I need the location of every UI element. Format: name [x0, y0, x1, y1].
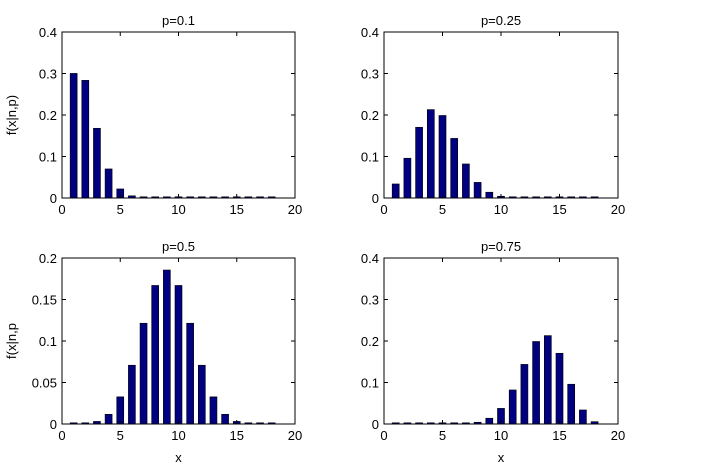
bar: [543, 335, 552, 425]
y-tick-label: 0.15: [32, 293, 57, 308]
y-tick-label: 0.3: [361, 67, 379, 82]
bar: [485, 191, 494, 199]
y-tick-label: 0.3: [361, 293, 379, 308]
bar: [198, 364, 206, 425]
bar: [485, 417, 494, 425]
bar: [116, 396, 125, 425]
bar: [532, 341, 540, 425]
x-tick-label: 10: [494, 202, 508, 217]
plot-area: [384, 258, 618, 424]
x-tick-label: 15: [552, 428, 566, 443]
y-axis-label: f(x|n,p: [4, 323, 19, 359]
bar: [438, 115, 447, 199]
y-tick-label: 0.4: [39, 25, 57, 40]
subplot-title: p=0.75: [481, 239, 521, 254]
bar: [139, 322, 148, 425]
x-tick-label: 0: [380, 428, 387, 443]
x-tick-label: 20: [288, 202, 302, 217]
subplot-4: 0 5 10 15 20 0 0.1 0.2 0.3 0.4 p=0.75 x: [361, 239, 625, 465]
y-tick-label: 0: [372, 417, 379, 432]
subplot-1: 0 5 10 15 20 0 0.1 0.2 0.3 0.4 p=0.1 f(x|n,p): [4, 13, 302, 217]
bar: [209, 396, 218, 425]
y-tick-label: 0.1: [39, 150, 57, 165]
plot-area: [62, 32, 295, 198]
bar: [163, 269, 171, 425]
bar: [555, 352, 564, 425]
y-tick-label: 0.2: [39, 108, 57, 123]
x-tick-label: 15: [230, 202, 244, 217]
y-tick-label: 0.4: [361, 25, 379, 40]
x-tick-label: 5: [439, 428, 446, 443]
y-tick-label: 0.3: [39, 67, 57, 82]
y-tick-label: 0.1: [361, 150, 379, 165]
x-tick-label: 20: [611, 202, 625, 217]
x-tick-label: 15: [230, 428, 244, 443]
x-tick-label: 10: [171, 428, 185, 443]
bar: [567, 383, 576, 425]
x-tick-label: 10: [494, 428, 508, 443]
bar: [473, 182, 482, 199]
bar: [508, 389, 517, 425]
x-tick-label: 5: [117, 428, 124, 443]
y-tick-label: 0.2: [39, 251, 57, 266]
x-tick-label: 0: [58, 428, 65, 443]
bar: [391, 183, 400, 199]
bar: [403, 157, 412, 199]
subplot-title: p=0.5: [162, 239, 195, 254]
bar: [221, 413, 229, 425]
y-tick-label: 0: [50, 191, 57, 206]
bar: [81, 80, 90, 199]
y-axis-label: f(x|n,p): [4, 95, 19, 135]
y-tick-label: 0.2: [361, 334, 379, 349]
bar: [579, 409, 587, 425]
bar: [520, 364, 529, 425]
plot-area: [384, 32, 618, 198]
y-tick-label: 0.1: [361, 376, 379, 391]
bar: [128, 364, 136, 425]
x-tick-label: 10: [171, 202, 185, 217]
bar: [93, 127, 101, 199]
bar: [426, 109, 435, 199]
y-tick-label: 0.4: [361, 251, 379, 266]
bar: [462, 163, 470, 199]
x-tick-label: 20: [611, 428, 625, 443]
x-tick-label: 5: [117, 202, 124, 217]
x-axis-label: x: [498, 450, 505, 465]
bar: [415, 126, 423, 199]
bar: [104, 168, 113, 199]
x-tick-label: 0: [380, 202, 387, 217]
subplot-title: p=0.25: [481, 13, 521, 28]
x-tick-label: 5: [439, 202, 446, 217]
bar: [174, 285, 183, 425]
y-tick-label: 0.05: [32, 376, 57, 391]
x-tick-label: 20: [288, 428, 302, 443]
subplot-2: 0 5 10 15 20 0 0.1 0.2 0.3 0.4 p=0.25: [361, 13, 625, 217]
bar: [151, 285, 159, 425]
y-tick-label: 0: [372, 191, 379, 206]
subplot-3: 0 5 10 15 20 0 0.05 0.1 0.15 0.2 p=0.5 x f(x|n,p: [4, 239, 302, 465]
bar: [104, 413, 113, 425]
y-tick-label: 0.2: [361, 108, 379, 123]
y-tick-label: 0: [50, 417, 57, 432]
bar: [450, 138, 459, 199]
x-tick-label: 15: [552, 202, 566, 217]
bar: [69, 73, 78, 199]
subplot-title: p=0.1: [162, 13, 195, 28]
y-tick-label: 0.1: [39, 334, 57, 349]
x-axis-label: x: [175, 450, 182, 465]
x-tick-label: 0: [58, 202, 65, 217]
bar: [186, 322, 194, 425]
